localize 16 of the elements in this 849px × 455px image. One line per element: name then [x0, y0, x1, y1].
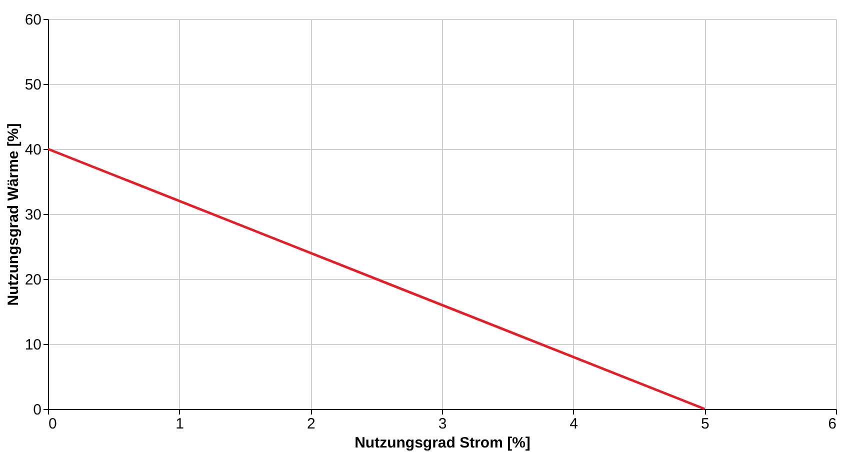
x-tick-label: 5: [700, 416, 710, 432]
x-tick-label: 2: [306, 416, 316, 432]
x-tick-label: 3: [438, 416, 447, 432]
y-tick-label: 30: [24, 206, 42, 224]
y-tick-label: 20: [24, 272, 42, 288]
y-tick-label: 0: [33, 402, 42, 418]
x-tick-label: 6: [828, 416, 836, 432]
y-tick-label: 40: [24, 142, 42, 158]
x-tick-label: 0: [48, 416, 57, 432]
x-axis-title: Nutzungsgrad Strom [%]: [354, 434, 530, 452]
y-tick-label: 50: [24, 76, 42, 94]
x-tick-label: 1: [176, 416, 184, 432]
x-tick-label: 4: [570, 416, 578, 432]
y-tick-label: 60: [24, 12, 42, 28]
y-tick-label: 10: [24, 336, 42, 354]
y-axis-title: Nutzungsgrad Wärme [%]: [4, 123, 22, 306]
